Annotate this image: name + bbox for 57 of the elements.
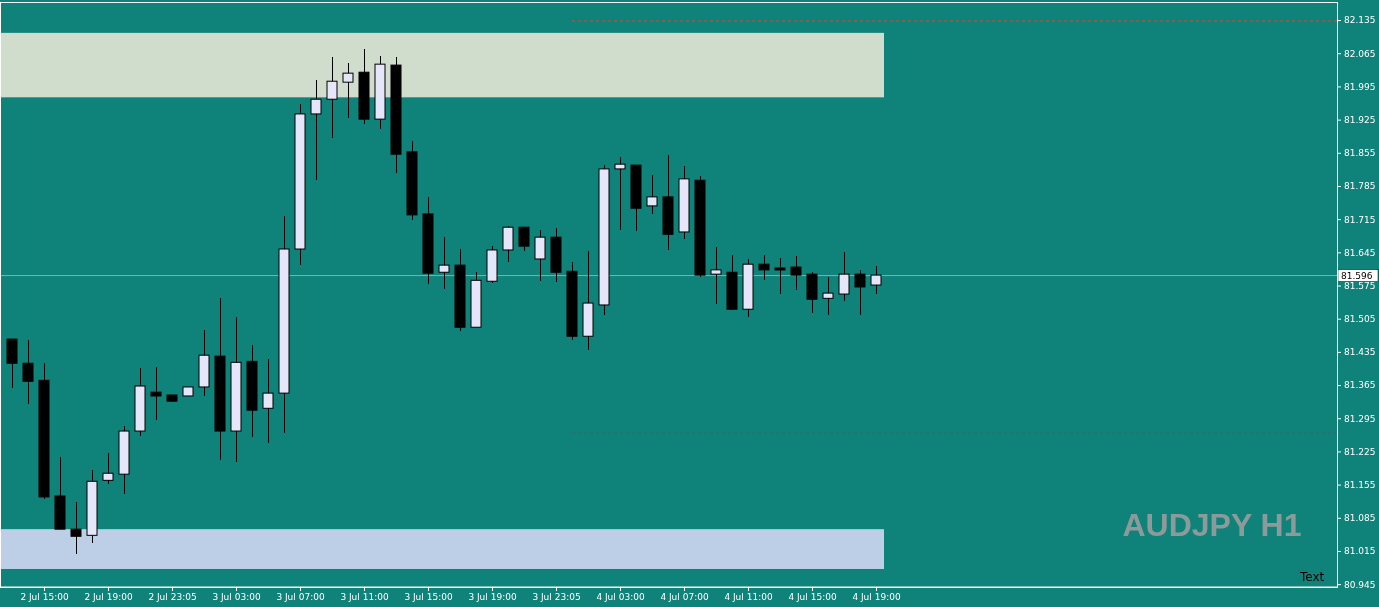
y-tick-label: 81.785	[1344, 181, 1376, 192]
candlestick	[534, 229, 546, 282]
y-tick-label: 81.505	[1344, 314, 1376, 325]
x-tick-label: 4 Jul 03:00	[596, 592, 645, 603]
x-tick-label: 4 Jul 11:00	[724, 592, 773, 603]
x-tick-label: 2 Jul 19:00	[84, 592, 133, 603]
y-tick-label: 81.015	[1344, 546, 1376, 557]
y-tick-label: 82.065	[1344, 48, 1376, 59]
y-tick-label: 81.995	[1344, 81, 1376, 92]
candlestick	[262, 358, 274, 445]
candlestick	[70, 501, 82, 556]
y-tick-label: 81.365	[1344, 380, 1376, 391]
y-tick-label: 81.925	[1344, 114, 1376, 125]
x-tick-label: 4 Jul 07:00	[660, 592, 709, 603]
y-tick-label: 81.225	[1344, 446, 1376, 457]
candlestick	[758, 254, 770, 282]
x-tick-label: 3 Jul 19:00	[468, 592, 517, 603]
candlestick	[822, 276, 834, 316]
annotation: Text	[1299, 570, 1325, 584]
candlestick	[518, 226, 530, 252]
ref-line-label: 81.596	[1341, 271, 1373, 282]
candlestick	[438, 236, 450, 291]
y-tick-label: 81.715	[1344, 214, 1376, 225]
candlestick	[774, 257, 786, 295]
y-tick-label: 82.135	[1344, 15, 1376, 26]
candlestick	[22, 339, 34, 405]
x-tick-label: 3 Jul 23:05	[532, 592, 581, 603]
annotation: AUDJPY H1	[1122, 507, 1302, 543]
candlestick	[838, 251, 850, 302]
y-tick-label: 81.855	[1344, 148, 1376, 159]
x-tick-label: 3 Jul 11:00	[340, 592, 389, 603]
candlestick	[150, 366, 162, 421]
candlestick	[854, 269, 866, 316]
candlestick	[342, 62, 354, 119]
candlestick	[102, 452, 114, 485]
candlestick	[310, 79, 322, 182]
x-tick-label: 3 Jul 15:00	[404, 592, 453, 603]
x-tick-label: 3 Jul 07:00	[276, 592, 325, 603]
candlestick	[870, 265, 882, 295]
y-tick-label: 81.575	[1344, 280, 1376, 291]
candlestick	[790, 255, 802, 292]
x-tick-label: 4 Jul 19:00	[852, 592, 901, 603]
y-tick-label: 81.645	[1344, 247, 1376, 258]
y-tick-label: 80.945	[1344, 579, 1376, 590]
y-tick-label: 81.085	[1344, 513, 1376, 524]
x-tick-label: 3 Jul 03:00	[212, 592, 261, 603]
candlestick	[710, 246, 722, 305]
x-tick-label: 2 Jul 23:05	[148, 592, 197, 603]
candlestick	[326, 56, 338, 139]
candlestick	[646, 174, 658, 215]
y-tick-label: 81.295	[1344, 413, 1376, 424]
candlestick	[502, 225, 514, 264]
x-tick-label: 4 Jul 15:00	[788, 592, 837, 603]
y-tick-label: 81.435	[1344, 347, 1376, 358]
candlestick	[614, 156, 626, 231]
x-tick-label: 2 Jul 15:00	[20, 592, 69, 603]
y-tick-label: 81.155	[1344, 479, 1376, 490]
